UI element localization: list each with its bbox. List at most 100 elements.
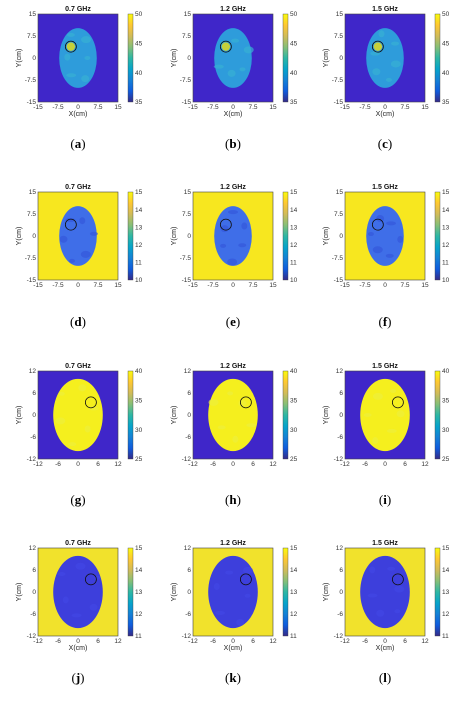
colorbar-tick-label: 45	[135, 41, 143, 48]
y-axis-label: Y(cm)	[323, 49, 330, 68]
panel-letter: f	[383, 314, 388, 329]
x-axis-label: X(cm)	[69, 111, 88, 118]
y-tick-label: 0	[32, 589, 36, 596]
texture-spot	[68, 442, 77, 447]
y-tick-label: -7.5	[25, 255, 37, 262]
colorbar-tick-label: 13	[290, 589, 298, 596]
y-tick-label: 6	[339, 390, 343, 397]
y-axis-label: Y(cm)	[323, 583, 330, 602]
colorbar	[434, 13, 441, 103]
y-tick-label: -7.5	[25, 77, 37, 84]
x-tick-label: 6	[403, 461, 407, 468]
colorbar-tick-label: 40	[290, 368, 298, 375]
x-tick-label: 15	[114, 104, 122, 111]
panel-title: 0.7 GHz	[65, 363, 91, 370]
colorbar-tick-label: 11	[290, 633, 297, 640]
y-tick-label: 12	[184, 545, 192, 552]
x-tick-label: -15	[340, 104, 350, 111]
body-ellipse	[214, 28, 252, 88]
texture-spot	[387, 566, 396, 571]
y-tick-label: -7.5	[332, 255, 344, 262]
x-tick-label: 15	[421, 104, 429, 111]
y-tick-label: 7.5	[182, 211, 191, 218]
x-tick-label: 6	[251, 638, 255, 645]
texture-spot	[370, 51, 381, 56]
y-tick-label: -6	[185, 434, 191, 441]
texture-spot	[78, 384, 87, 392]
x-tick-label: 7.5	[248, 282, 257, 289]
y-tick-label: 12	[336, 545, 344, 552]
texture-spot	[66, 32, 75, 37]
x-axis-label: X(cm)	[224, 111, 243, 118]
colorbar-tick-label: 10	[135, 277, 143, 284]
colorbar-tick-label: 25	[442, 456, 450, 463]
panel-title: 1.5 GHz	[372, 540, 398, 547]
colorbar-tick-label: 50	[442, 11, 450, 18]
y-tick-label: 12	[29, 545, 37, 552]
body-ellipse	[214, 206, 252, 266]
colorbar-tick-label: 15	[135, 545, 143, 552]
texture-spot	[208, 398, 219, 406]
x-tick-label: -6	[55, 461, 61, 468]
texture-spot	[213, 583, 220, 591]
y-tick-label: 0	[339, 233, 343, 240]
texture-spot	[57, 571, 66, 576]
y-tick-label: -7.5	[180, 77, 192, 84]
x-tick-label: -15	[33, 104, 43, 111]
texture-spot	[236, 618, 245, 626]
texture-spot	[390, 60, 401, 68]
colorbar-tick-label: 11	[135, 633, 142, 640]
colorbar-tick-label: 14	[135, 207, 143, 214]
panel-label: (h)	[225, 492, 241, 507]
texture-spot	[62, 596, 69, 604]
x-tick-label: -15	[188, 282, 198, 289]
panel-letter: e	[230, 314, 236, 329]
panel-letter: h	[229, 492, 237, 507]
colorbar-tick-label: 12	[442, 242, 450, 249]
colorbar-tick-label: 14	[290, 207, 298, 214]
texture-spot	[385, 77, 392, 82]
y-tick-label: 15	[184, 189, 192, 196]
target-circle	[64, 218, 77, 231]
texture-spot	[59, 235, 68, 243]
panel-label: (g)	[70, 492, 85, 507]
texture-spot	[65, 217, 76, 222]
x-tick-label: 0	[76, 461, 80, 468]
colorbar	[282, 547, 289, 637]
texture-spot	[80, 250, 91, 258]
colorbar-tick-label: 11	[290, 260, 297, 267]
x-tick-label: 6	[251, 461, 255, 468]
texture-spot	[79, 217, 86, 225]
texture-spot	[386, 428, 397, 433]
texture-spot	[241, 222, 248, 230]
target-circle	[84, 396, 97, 409]
x-tick-label: -12	[33, 638, 43, 645]
x-tick-label: 0	[76, 282, 80, 289]
y-tick-label: -6	[30, 434, 36, 441]
y-axis-label: Y(cm)	[16, 227, 23, 246]
y-tick-label: 15	[29, 189, 37, 196]
texture-spot	[397, 235, 404, 243]
colorbar-tick-label: 14	[135, 567, 143, 574]
target-spot	[373, 42, 383, 51]
x-tick-label: 0	[231, 282, 235, 289]
panel-label: (f)	[378, 314, 391, 329]
colorbar-tick-label: 30	[442, 427, 450, 434]
texture-spot	[89, 603, 98, 611]
colorbar-tick-label: 30	[290, 427, 298, 434]
colorbar-tick-label: 35	[290, 398, 298, 405]
y-tick-label: -7.5	[332, 77, 344, 84]
colorbar	[127, 13, 134, 103]
target-spot	[221, 42, 231, 51]
y-tick-label: 15	[184, 11, 192, 18]
y-tick-label: 0	[187, 589, 191, 596]
colorbar-tick-label: 13	[135, 589, 143, 596]
panel-letter: i	[383, 492, 387, 507]
x-tick-label: 7.5	[93, 282, 102, 289]
texture-spot	[372, 392, 383, 400]
colorbar-tick-label: 40	[135, 70, 143, 77]
x-tick-label: 15	[421, 282, 429, 289]
panel-title: 1.2 GHz	[220, 184, 246, 191]
colorbar-tick-label: 40	[442, 70, 450, 77]
body-ellipse	[366, 28, 404, 88]
